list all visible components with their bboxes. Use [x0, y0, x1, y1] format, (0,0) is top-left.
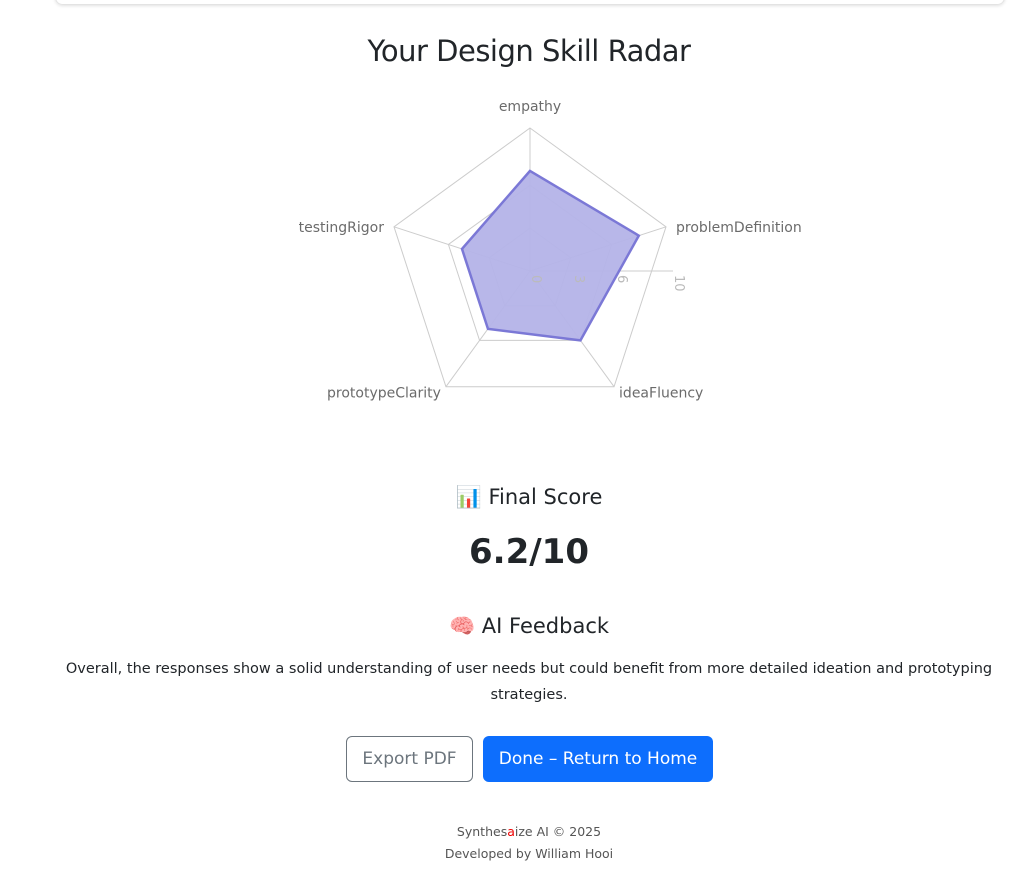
brand-part: Synthes	[456, 824, 508, 839]
final-score-label: Final Score	[488, 485, 603, 509]
axis-label-problemDefinition: problemDefinition	[676, 220, 802, 236]
brain-icon: 🧠	[448, 614, 476, 638]
radial-tick-label: 0	[528, 275, 543, 283]
final-score-value: 6.2/10	[469, 532, 589, 572]
radar-chart: 0 3 6 10 empathy problemDefinition ideaFluency…	[299, 99, 802, 402]
feedback-label: AI Feedback	[481, 614, 610, 638]
grid-ring	[393, 127, 667, 388]
brand-part: ize AI © 2025	[514, 824, 602, 839]
axis-label-empathy: empathy	[499, 99, 561, 115]
footer-brand: Synthesaize AI © 2025	[0, 824, 1023, 839]
footer-credit: Developed by William Hooi	[444, 846, 614, 861]
export-pdf-button[interactable]: Export PDF	[346, 736, 473, 782]
axis-label-ideaFluency: ideaFluency	[619, 386, 703, 402]
data-polygon	[460, 169, 641, 342]
feedback-heading: 🧠 AI Feedback	[0, 614, 1023, 639]
page-title: Your Design Skill Radar	[367, 34, 691, 68]
brand-accent: a	[507, 824, 515, 839]
radial-tick-label: 3	[571, 275, 586, 283]
bar-chart-icon: 📊	[455, 485, 482, 509]
axis-label-prototypeClarity: prototypeClarity	[327, 386, 441, 402]
feedback-text: Overall, the responses show a solid unde…	[65, 661, 993, 703]
final-score-heading: 📊 Final Score	[0, 485, 1023, 510]
radial-tick-label: 6	[614, 275, 629, 283]
radial-tick-label: 10	[671, 275, 686, 292]
axis-label-testingRigor: testingRigor	[299, 220, 385, 236]
return-home-button[interactable]: Done – Return to Home	[483, 736, 713, 782]
